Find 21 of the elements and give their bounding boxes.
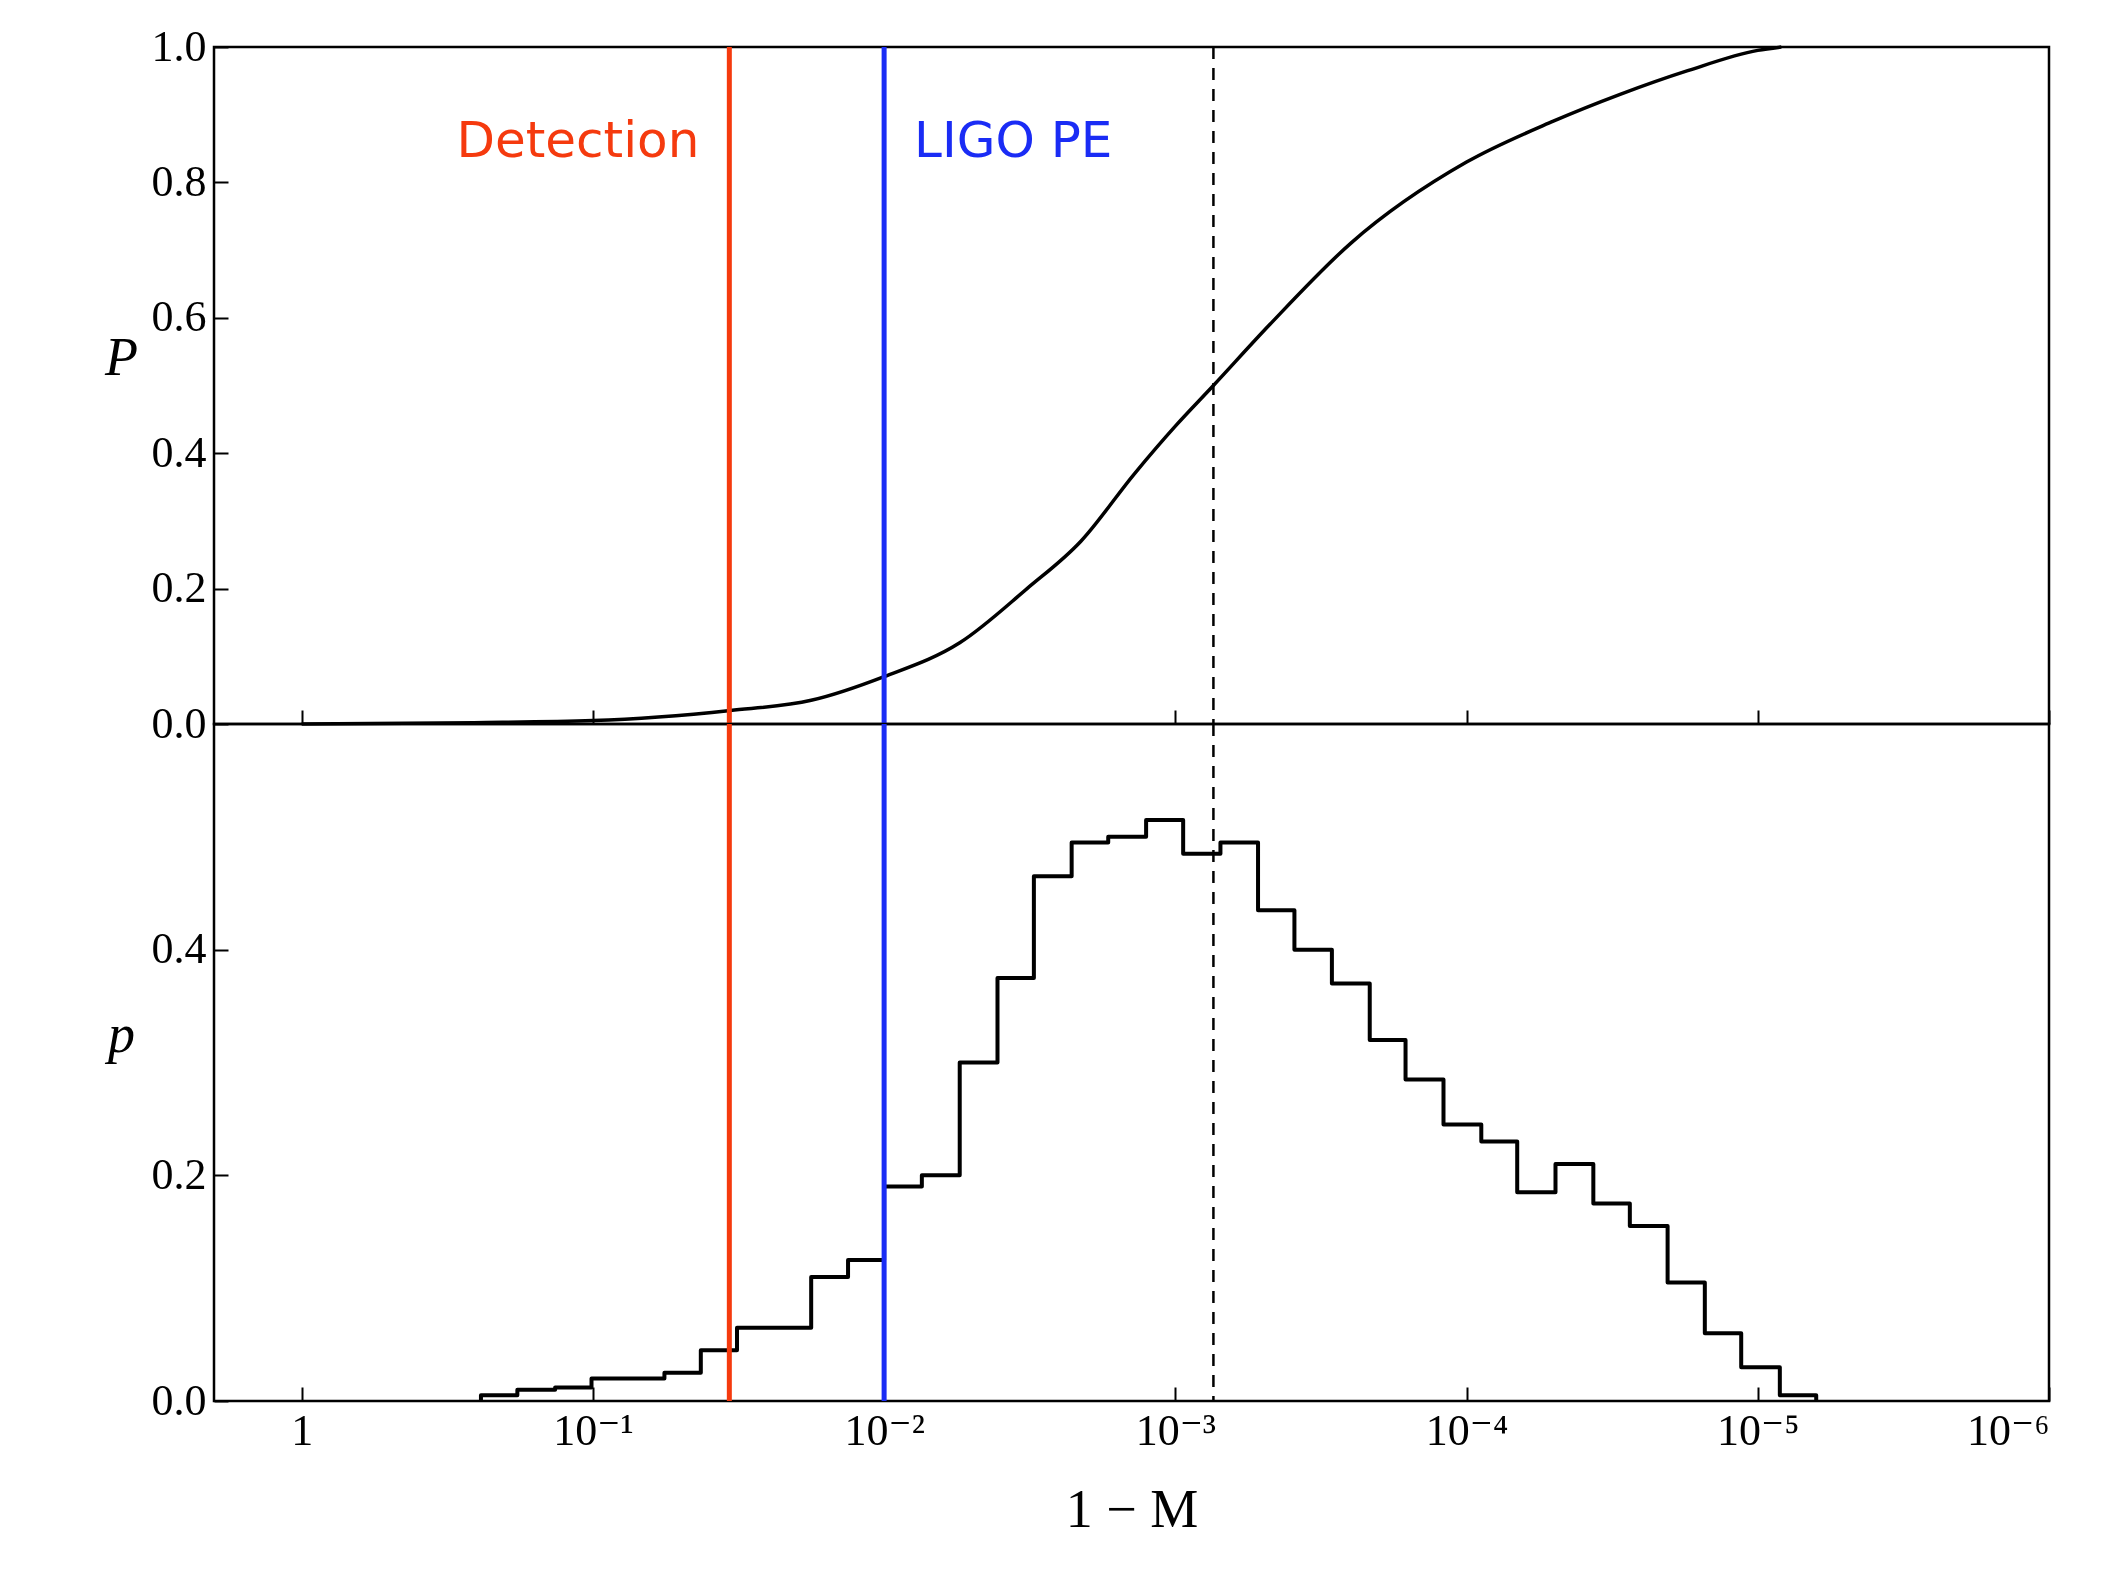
x-tick-label: 10⁻¹ <box>553 1405 634 1455</box>
x-tick-label: 10⁻⁵ <box>1716 1405 1800 1455</box>
x-tick-label: 10⁻⁴ <box>1425 1405 1509 1455</box>
y-tick-label: 0.0 <box>151 698 207 748</box>
y-axis-title: p <box>104 1004 135 1064</box>
x-tick-label: 1 <box>291 1405 314 1455</box>
y-tick-label: 0.2 <box>151 1149 207 1199</box>
y-axis-title: P <box>104 327 138 387</box>
y-tick-label: 0.4 <box>151 427 207 477</box>
y-tick-label: 0.0 <box>151 1375 207 1425</box>
x-axis-title: 1 − M <box>1065 1478 1199 1539</box>
y-tick-label: 0.8 <box>151 156 207 206</box>
y-tick-label: 1.0 <box>151 21 207 71</box>
x-tick-label: 10⁻⁶ <box>1966 1405 2050 1455</box>
x-tick-label: 10⁻³ <box>1135 1405 1217 1455</box>
y-tick-label: 0.2 <box>151 563 207 613</box>
x-tick-label: 10⁻² <box>844 1405 925 1455</box>
ref-line-label: Detection <box>456 111 700 169</box>
y-tick-label: 0.6 <box>151 292 207 342</box>
ref-line-label: LIGO PE <box>914 111 1113 169</box>
y-tick-label: 0.4 <box>151 924 207 974</box>
